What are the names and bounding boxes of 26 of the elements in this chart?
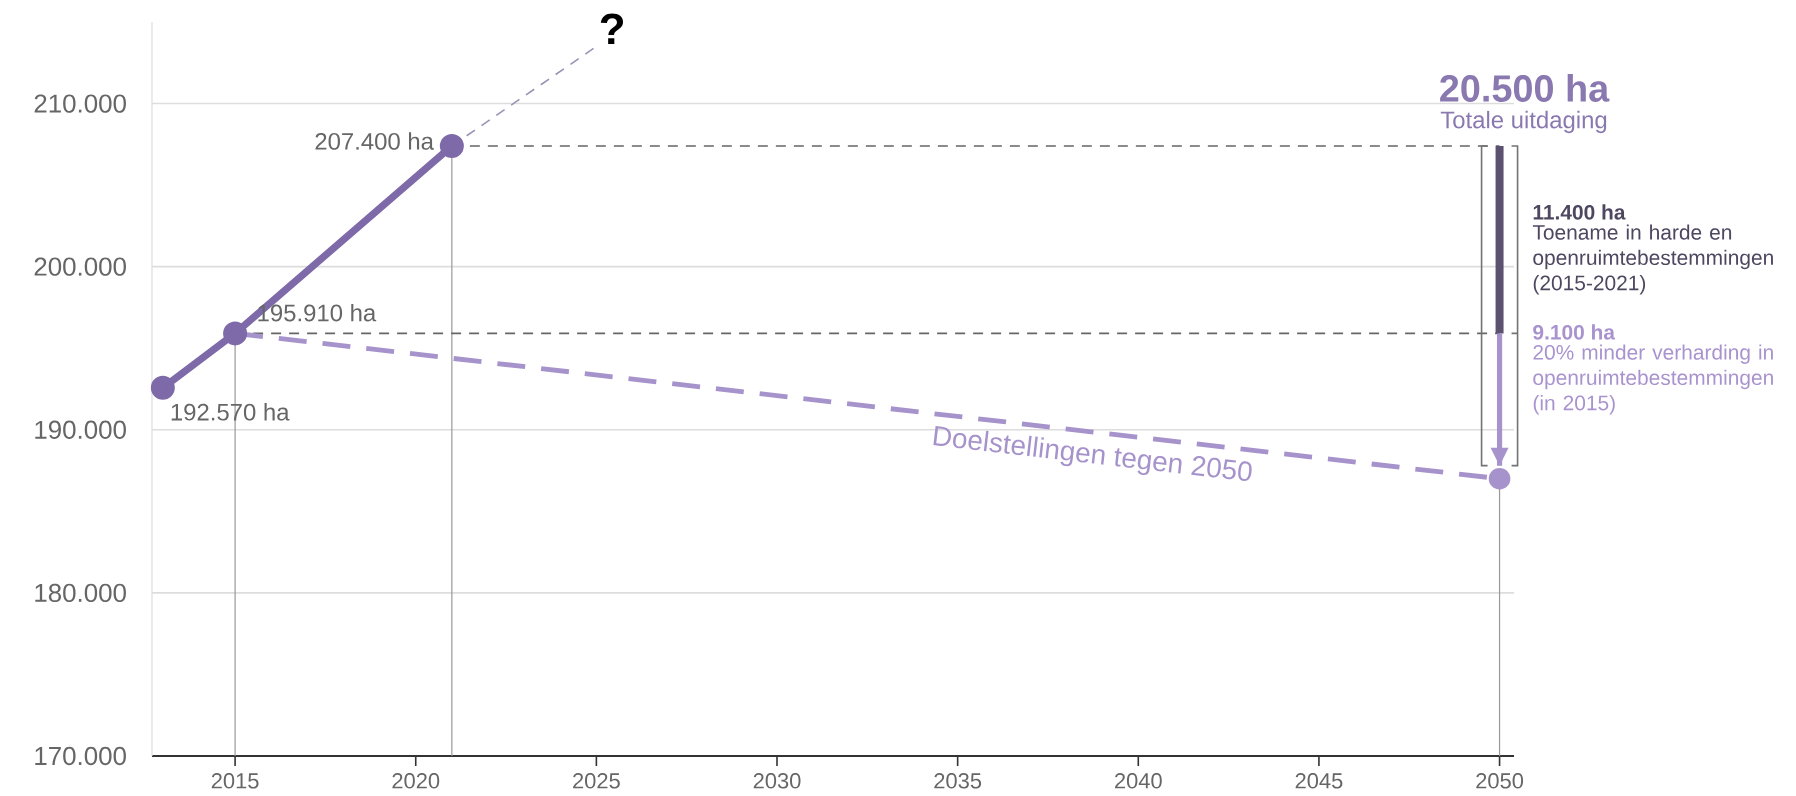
- x-tick-label: 2020: [392, 773, 440, 789]
- point: [150, 375, 175, 400]
- x-tick-label: 2015: [211, 773, 259, 789]
- annotation: 20.500 ha: [1440, 74, 1610, 102]
- x-tick-label: 2025: [573, 773, 620, 789]
- x-tick-label: 2030: [753, 773, 801, 789]
- text: 11.400 ha: [1533, 204, 1626, 220]
- x-tick-label: 2035: [934, 773, 982, 789]
- x-tick-label: 2045: [1295, 773, 1343, 789]
- x-tick-label: 2050: [1476, 773, 1524, 789]
- point: [439, 133, 464, 158]
- text: 20% minder verharding in openruimtebestemmingen (in 2015): [1533, 344, 1773, 415]
- data-label: 207.400 ha: [315, 132, 434, 150]
- text: Doelstellingen tegen 2050: [933, 426, 1252, 482]
- annotation: ?: [600, 13, 624, 45]
- text: Toename in harde en openruimtebestemmingen (2015-2021): [1532, 224, 1773, 295]
- y-tick-label: 190.000: [35, 420, 126, 439]
- x-tick-label: 2040: [1115, 773, 1162, 789]
- y-tick-label: 170.000: [35, 746, 126, 766]
- point: [1488, 467, 1511, 490]
- y-tick-label: 180.000: [35, 583, 126, 603]
- y-tick-label: 200.000: [34, 257, 126, 276]
- data-label: 192.570 ha: [171, 403, 290, 421]
- annotation: Totale uitdaging: [1440, 110, 1607, 134]
- text: 9.100 ha: [1533, 324, 1616, 340]
- y-tick-label: 210.000: [34, 94, 126, 113]
